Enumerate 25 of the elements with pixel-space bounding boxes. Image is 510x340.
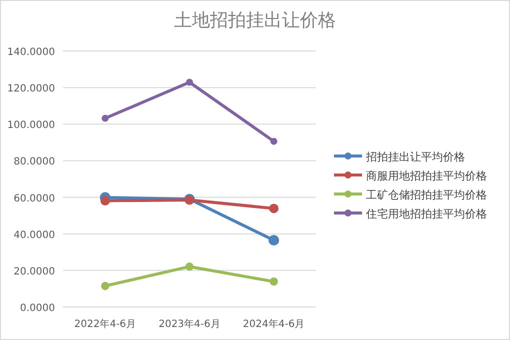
- y-tick-label: 0.0000: [20, 303, 55, 314]
- x-tick-label: 2023年4-6月: [158, 318, 220, 330]
- point: [185, 262, 194, 271]
- point: [268, 234, 280, 246]
- point: [100, 196, 110, 206]
- legend-label: 商服用地招拍挂平均价格: [366, 170, 487, 182]
- y-tick-label: 140.0000: [7, 47, 55, 58]
- y-tick-label: 60.0000: [14, 193, 55, 204]
- point: [269, 204, 279, 214]
- x-tick-label: 2022年4-6月: [74, 318, 136, 330]
- point: [102, 114, 109, 122]
- y-tick-label: 80.0000: [14, 156, 55, 168]
- legend-label: 招拍挂出让平均价格: [365, 150, 465, 164]
- point: [101, 282, 110, 290]
- point: [270, 277, 278, 286]
- point: [186, 78, 193, 86]
- legend-label: 住宅用地招拍挂平均价格: [366, 208, 487, 220]
- chart-title: 土地招拍挂出让价格: [174, 10, 336, 31]
- legend-label: 工矿仓储招拍挂平均价格: [366, 188, 487, 202]
- y-tick-label: 20.0000: [14, 266, 55, 278]
- y-tick-label: 40.0000: [14, 230, 55, 241]
- point: [270, 138, 278, 145]
- y-tick-label: 100.0000: [7, 120, 55, 132]
- x-tick-label: 2024年4-6月: [242, 318, 305, 330]
- y-tick-label: 120.0000: [7, 84, 55, 95]
